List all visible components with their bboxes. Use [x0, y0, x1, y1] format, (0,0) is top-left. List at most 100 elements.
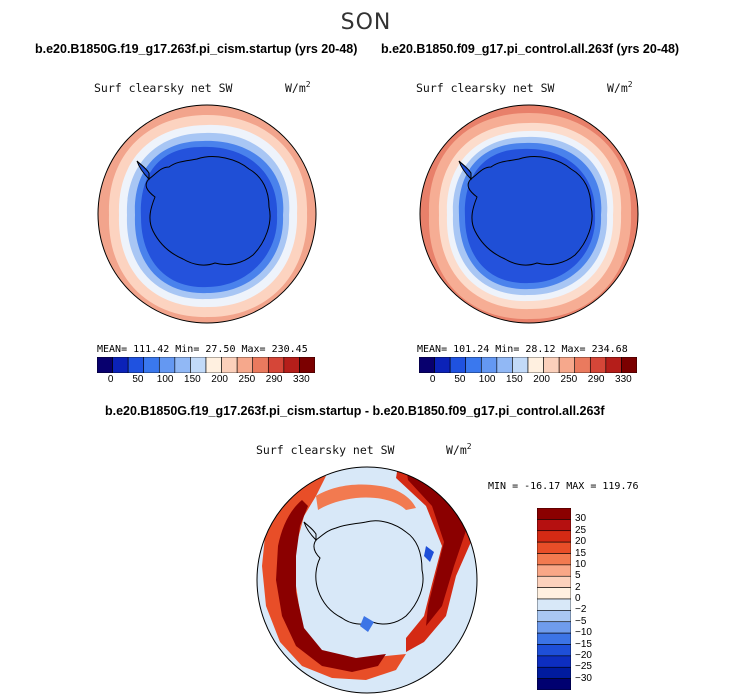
left-map-antarctica: [145, 156, 271, 266]
diff-colorbar-cell: [537, 598, 571, 611]
left-colorbar-cell: [267, 357, 285, 373]
diff-colorbar: [537, 508, 571, 690]
right-colorbar-cell: [605, 357, 622, 373]
left-map-peninsula: [136, 160, 150, 181]
left-units-label: W/m2: [285, 80, 311, 95]
left-colorbar-tick-label: 100: [156, 374, 174, 385]
diff-map-peninsula: [303, 521, 317, 542]
season-title: SON: [340, 10, 392, 35]
right-colorbar-cell: [574, 357, 591, 373]
diff-colorbar-tick-label: −15: [575, 638, 592, 650]
right-colorbar-tick-label: 290: [587, 374, 605, 385]
diff-map-blue-patch-1: [424, 546, 434, 562]
right-colorbar-tick-label: 330: [615, 374, 632, 385]
diff-colorbar-cell: [537, 508, 571, 520]
diff-map-blue-patch-2: [360, 616, 374, 632]
diff-units-label: W/m2: [446, 442, 472, 457]
right-colorbar-cell: [558, 357, 576, 373]
left-variable-label: Surf clearsky net SW: [94, 81, 233, 95]
left-colorbar-cell: [174, 357, 191, 373]
diff-colorbar-cell: [537, 655, 571, 668]
diff-colorbar-cell: [537, 610, 571, 623]
right-colorbar-cell: [496, 357, 513, 373]
right-map-border: [419, 104, 639, 324]
left-colorbar-tick-label: 330: [293, 374, 310, 385]
diff-colorbar-cell: [537, 678, 571, 690]
right-colorbar-cell: [419, 357, 435, 373]
diff-colorbar-tick-label: −20: [575, 649, 592, 661]
diff-colorbar-cell: [537, 632, 571, 645]
left-colorbar-cell: [112, 357, 129, 373]
right-colorbar-cell: [589, 357, 607, 373]
left-colorbar-cell: [143, 357, 160, 373]
right-map-peninsula: [458, 160, 472, 181]
left-colorbar-cell: [236, 357, 254, 373]
diff-stats: MIN = -16.17 MAX = 119.76: [488, 481, 639, 492]
diff-colorbar-tick-label: 30: [575, 513, 587, 525]
diff-map-north-band: [316, 484, 416, 510]
diff-colorbar-tick-label: −5: [575, 615, 587, 627]
right-colorbar-ticks: 0 50 100 150 200 250 290 330: [414, 374, 642, 388]
left-colorbar-tick-label: 50: [132, 374, 144, 385]
right-colorbar-cell: [434, 357, 451, 373]
diff-colorbar-cell: [537, 564, 571, 577]
right-colorbar: [419, 357, 637, 373]
right-colorbar-tick-label: 100: [478, 374, 496, 385]
diff-colorbar-tick-label: 25: [575, 524, 587, 536]
right-colorbar-cell: [543, 357, 560, 373]
left-map: [97, 104, 317, 324]
right-map-antarctica: [467, 156, 593, 266]
left-case-title: b.e20.B1850G.f19_g17.263f.pi_cism.startu…: [35, 42, 358, 56]
left-colorbar-cell: [299, 357, 315, 373]
diff-colorbar-tick-label: −25: [575, 661, 592, 673]
left-colorbar-cell: [190, 357, 207, 373]
left-colorbar-tick-label: 150: [184, 374, 201, 385]
right-colorbar-cell: [527, 357, 544, 373]
diff-colorbar-cell: [537, 575, 571, 588]
right-colorbar-cell: [621, 357, 637, 373]
right-variable-label: Surf clearsky net SW: [416, 81, 555, 95]
left-colorbar-tick-label: 250: [238, 374, 256, 385]
left-colorbar-cell: [97, 357, 113, 373]
diff-colorbar-tick-label: −30: [575, 672, 592, 684]
diff-colorbar-tick-label: 0: [575, 593, 581, 604]
left-colorbar: [97, 357, 315, 373]
diff-map-antarctica: [313, 520, 424, 625]
left-colorbar-cell: [205, 357, 222, 373]
right-colorbar-cell: [512, 357, 529, 373]
diff-colorbar-cell: [537, 541, 571, 554]
right-case-title: b.e20.B1850.f09_g17.pi_control.all.263f …: [381, 42, 680, 56]
left-colorbar-cell: [252, 357, 269, 373]
diff-colorbar-tick-label: 20: [575, 536, 587, 548]
diff-colorbar-cell: [537, 666, 571, 679]
diff-colorbar-tick-label: 2: [575, 581, 581, 593]
right-map: [419, 104, 639, 324]
diff-colorbar-tick-label: 15: [575, 547, 587, 559]
diff-colorbar-tick-label: −10: [575, 627, 592, 639]
right-colorbar-tick-label: 150: [506, 374, 523, 385]
diff-colorbar-tick-label: −2: [575, 604, 587, 616]
diff-map-west-core: [276, 500, 386, 672]
right-colorbar-tick-label: 0: [429, 374, 436, 385]
diff-colorbar-cell: [537, 519, 571, 532]
left-colorbar-cell: [283, 357, 300, 373]
diff-map: [256, 466, 478, 694]
diff-case-title: b.e20.B1850G.f19_g17.263f.pi_cism.startu…: [105, 404, 605, 418]
left-colorbar-ticks: 0 50 100 150 200 250 290 330: [92, 374, 320, 388]
left-colorbar-cell: [158, 357, 176, 373]
right-colorbar-tick-label: 200: [533, 374, 550, 385]
left-colorbar-cell: [127, 357, 145, 373]
left-colorbar-tick-label: 0: [107, 374, 114, 385]
diff-map-border: [256, 466, 478, 694]
diff-colorbar-cell: [537, 621, 571, 634]
left-colorbar-tick-label: 290: [265, 374, 283, 385]
right-colorbar-cell: [465, 357, 482, 373]
diff-colorbar-tick-label: 5: [575, 570, 581, 582]
right-colorbar-tick-label: 250: [560, 374, 578, 385]
right-colorbar-tick-label: 50: [454, 374, 466, 385]
diff-colorbar-tick-label: 10: [575, 558, 587, 570]
left-map-border: [97, 104, 317, 324]
right-stats: MEAN= 101.24 Min= 28.12 Max= 234.68: [417, 344, 628, 355]
diff-colorbar-cell: [537, 587, 571, 600]
right-colorbar-cell: [480, 357, 498, 373]
